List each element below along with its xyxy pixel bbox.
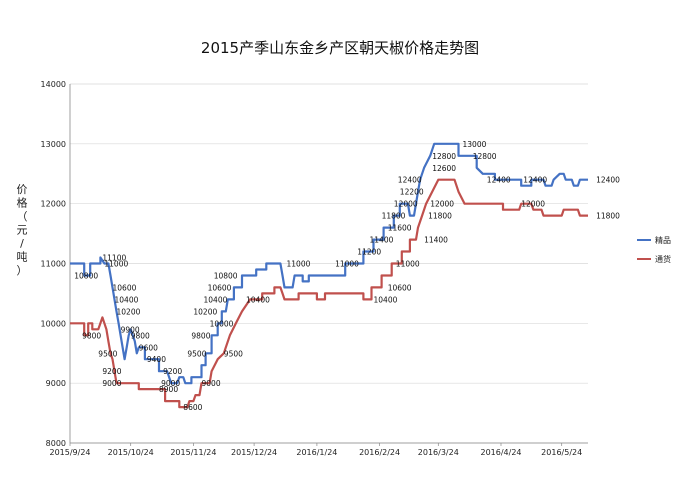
x-tick-label: 2016/3/24: [418, 448, 459, 457]
data-label: 8900: [159, 385, 178, 394]
data-label: 11000: [287, 260, 311, 269]
data-label: 12600: [432, 164, 456, 173]
data-label: 12000: [430, 200, 454, 209]
y-axis-label: 价格（元/吨）: [17, 183, 28, 277]
data-label: 9000: [202, 379, 221, 388]
data-label: 9200: [163, 367, 182, 376]
data-label: 12000: [394, 200, 418, 209]
data-label: 12800: [473, 152, 497, 161]
x-tick-label: 2016/4/24: [480, 448, 521, 457]
y-axis-label-char: 价: [17, 183, 28, 196]
x-tick-label: 2015/10/24: [108, 448, 154, 457]
y-tick-label: 10000: [41, 319, 66, 328]
data-label: 12400: [487, 176, 511, 185]
y-axis-label-char: 格: [17, 196, 28, 210]
y-axis-label-char: ）: [17, 264, 28, 277]
legend-label: 精品: [655, 235, 671, 245]
series-line-premium: [70, 142, 588, 385]
y-tick-label: 14000: [41, 80, 66, 89]
chart-title: 2015产季山东金乡产区朝天椒价格走势图: [201, 39, 479, 57]
x-tick-label: 2015/11/24: [170, 448, 216, 457]
data-label: 9600: [139, 343, 158, 352]
data-label: 11800: [596, 212, 620, 221]
data-label: 12400: [596, 176, 620, 185]
data-label: 9800: [191, 331, 210, 340]
x-axis-ticks: 2015/9/24 2015/10/24 2015/11/24 2015/12/24 2…: [49, 443, 582, 457]
data-label: 9000: [161, 379, 180, 388]
data-label: 11000: [335, 260, 359, 269]
x-tick-label: 2015/9/24: [49, 448, 90, 457]
data-label: 12800: [432, 152, 456, 161]
data-labels: 1110011000108001060010400102009900980098…: [74, 140, 620, 412]
data-label: 9900: [121, 325, 140, 334]
y-axis-label-char: 元: [17, 224, 28, 237]
data-label: 10600: [388, 283, 412, 292]
series-lines: [70, 142, 588, 409]
data-label: 10400: [115, 295, 139, 304]
data-label: 9800: [131, 331, 150, 340]
data-label: 9800: [82, 331, 101, 340]
x-tick-label: 2016/2/24: [359, 448, 400, 457]
data-label: 10400: [204, 295, 228, 304]
data-label: 13000: [463, 140, 487, 149]
series-line-regular: [70, 178, 588, 409]
data-label: 10800: [214, 272, 238, 281]
data-label: 11000: [104, 260, 128, 269]
data-label: 9500: [224, 349, 243, 358]
y-tick-label: 11000: [41, 260, 66, 269]
y-tick-label: 13000: [41, 140, 66, 149]
data-label: 9200: [102, 367, 121, 376]
y-axis-label-char: （: [17, 210, 28, 223]
y-tick-label: 12000: [41, 200, 66, 209]
data-label: 9500: [187, 349, 206, 358]
data-label: 11400: [424, 236, 448, 245]
data-label: 12200: [400, 188, 424, 197]
data-label: 8600: [183, 403, 202, 412]
data-label: 10200: [117, 307, 141, 316]
data-label: 12400: [523, 176, 547, 185]
data-label: 10800: [74, 272, 98, 281]
data-label: 10400: [374, 295, 398, 304]
data-label: 10000: [210, 319, 234, 328]
y-axis-ticks: 8000 9000 10000 11000 12000 13000 14000: [41, 80, 66, 448]
legend-label: 通货: [655, 254, 671, 264]
x-tick-label: 2015/12/24: [231, 448, 277, 457]
data-label: 11600: [388, 224, 412, 233]
data-label: 11400: [370, 236, 394, 245]
y-tick-label: 9000: [46, 379, 66, 388]
y-tick-label: 8000: [46, 439, 66, 448]
gridlines: [69, 83, 588, 444]
data-label: 11800: [382, 212, 406, 221]
x-tick-label: 2016/1/24: [296, 448, 337, 457]
data-label: 12400: [398, 176, 422, 185]
y-axis-label-char: 吨: [17, 251, 28, 264]
data-label: 12000: [521, 200, 545, 209]
data-label: 10200: [193, 307, 217, 316]
data-label: 9500: [98, 349, 117, 358]
data-label: 11000: [396, 260, 420, 269]
data-label: 10400: [246, 295, 270, 304]
data-label: 11200: [357, 248, 381, 257]
x-tick-label: 2016/5/24: [541, 448, 582, 457]
data-label: 11100: [102, 254, 126, 263]
data-label: 9000: [102, 379, 121, 388]
data-label: 9400: [147, 355, 166, 364]
data-label: 10600: [113, 283, 137, 292]
data-label: 10600: [208, 283, 232, 292]
data-label: 11800: [428, 212, 452, 221]
y-axis-label-char: /: [20, 237, 24, 250]
